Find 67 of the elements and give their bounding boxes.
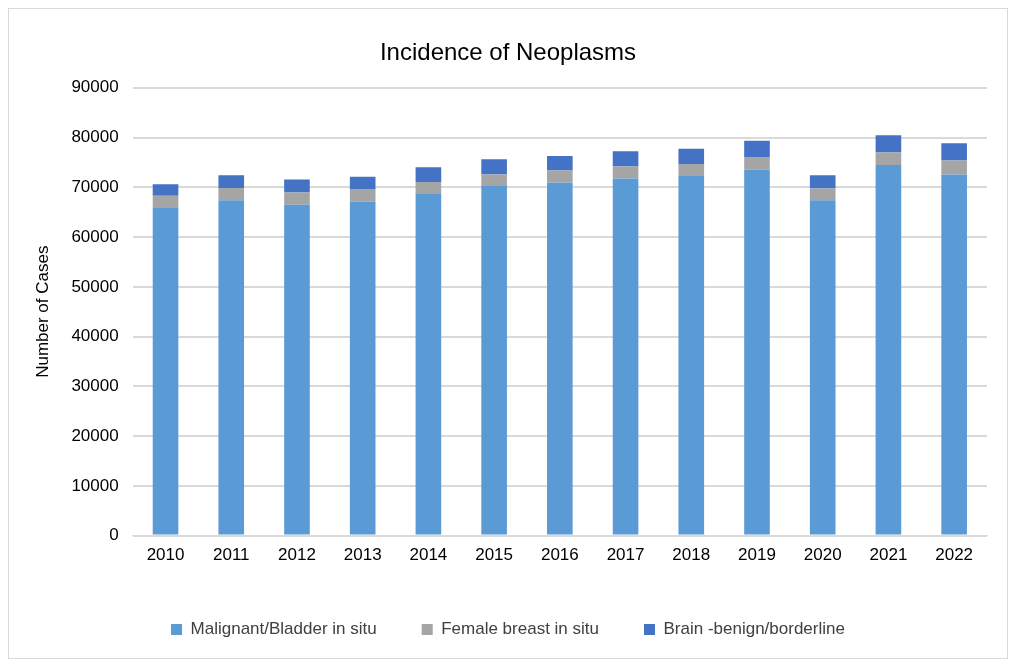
y-tick-label: 50000 <box>71 276 119 296</box>
y-tick-label: 90000 <box>71 77 119 97</box>
legend-label: Malignant/Bladder in situ <box>190 619 377 639</box>
bar <box>415 167 442 183</box>
y-tick-label: 80000 <box>71 127 119 147</box>
bar <box>941 143 967 161</box>
x-tick-label: 2011 <box>212 545 250 565</box>
bar <box>612 166 639 179</box>
legend-label: Female breast in situ <box>441 619 600 639</box>
y-axis-title: Number of Cases <box>32 245 52 378</box>
bar <box>284 179 310 193</box>
bar <box>678 163 705 176</box>
bar <box>875 152 902 165</box>
x-tick-label: 2012 <box>278 545 316 565</box>
x-tick-label: 2010 <box>146 545 185 565</box>
bar <box>152 207 179 535</box>
bar <box>744 169 770 535</box>
chart-title: Incidence of Neoplasms <box>379 38 637 66</box>
y-tick-label: 30000 <box>71 376 119 396</box>
bar <box>875 164 902 535</box>
bar <box>349 201 376 535</box>
bar <box>481 174 507 186</box>
bar <box>547 182 573 535</box>
bar <box>218 200 245 535</box>
x-tick-label: 2018 <box>672 545 711 565</box>
y-tick-label: 70000 <box>71 177 119 196</box>
bar <box>744 140 770 157</box>
bar <box>218 175 245 189</box>
bar <box>152 195 179 208</box>
legend-label: Brain -benign/borderline <box>663 619 845 639</box>
x-tick-label: 2015 <box>475 545 514 565</box>
x-tick-label: 2020 <box>803 545 842 565</box>
x-tick-label: 2021 <box>869 545 908 565</box>
bar <box>809 175 836 189</box>
x-tick-label: 2016 <box>540 545 579 565</box>
bar <box>349 189 376 202</box>
x-tick-label: 2014 <box>409 545 448 565</box>
bar <box>612 178 639 535</box>
bar <box>875 135 902 153</box>
bar <box>744 156 770 170</box>
y-tick-label: 60000 <box>71 226 119 246</box>
bar <box>941 174 967 535</box>
x-tick-label: 2019 <box>738 545 776 565</box>
bar <box>152 184 179 196</box>
bar <box>349 176 376 190</box>
bar <box>612 151 639 167</box>
y-tick-label: 20000 <box>71 425 119 445</box>
bar <box>415 193 442 535</box>
bar <box>547 155 573 171</box>
bar <box>941 160 967 175</box>
x-tick-label: 2022 <box>935 545 974 565</box>
bar <box>547 170 573 183</box>
y-tick-label: 40000 <box>71 326 119 346</box>
bar <box>678 148 705 164</box>
bar <box>481 159 507 175</box>
bar <box>809 200 836 535</box>
bar <box>284 192 310 205</box>
x-tick-label: 2017 <box>606 545 645 565</box>
bar <box>678 175 705 535</box>
bar <box>218 188 245 201</box>
x-tick-label: 2013 <box>343 545 382 565</box>
bar <box>415 182 442 194</box>
y-tick-label: 0 <box>109 525 119 545</box>
y-tick-label: 10000 <box>71 475 119 495</box>
bar <box>481 185 507 535</box>
bar <box>809 188 836 201</box>
bar <box>284 204 310 535</box>
